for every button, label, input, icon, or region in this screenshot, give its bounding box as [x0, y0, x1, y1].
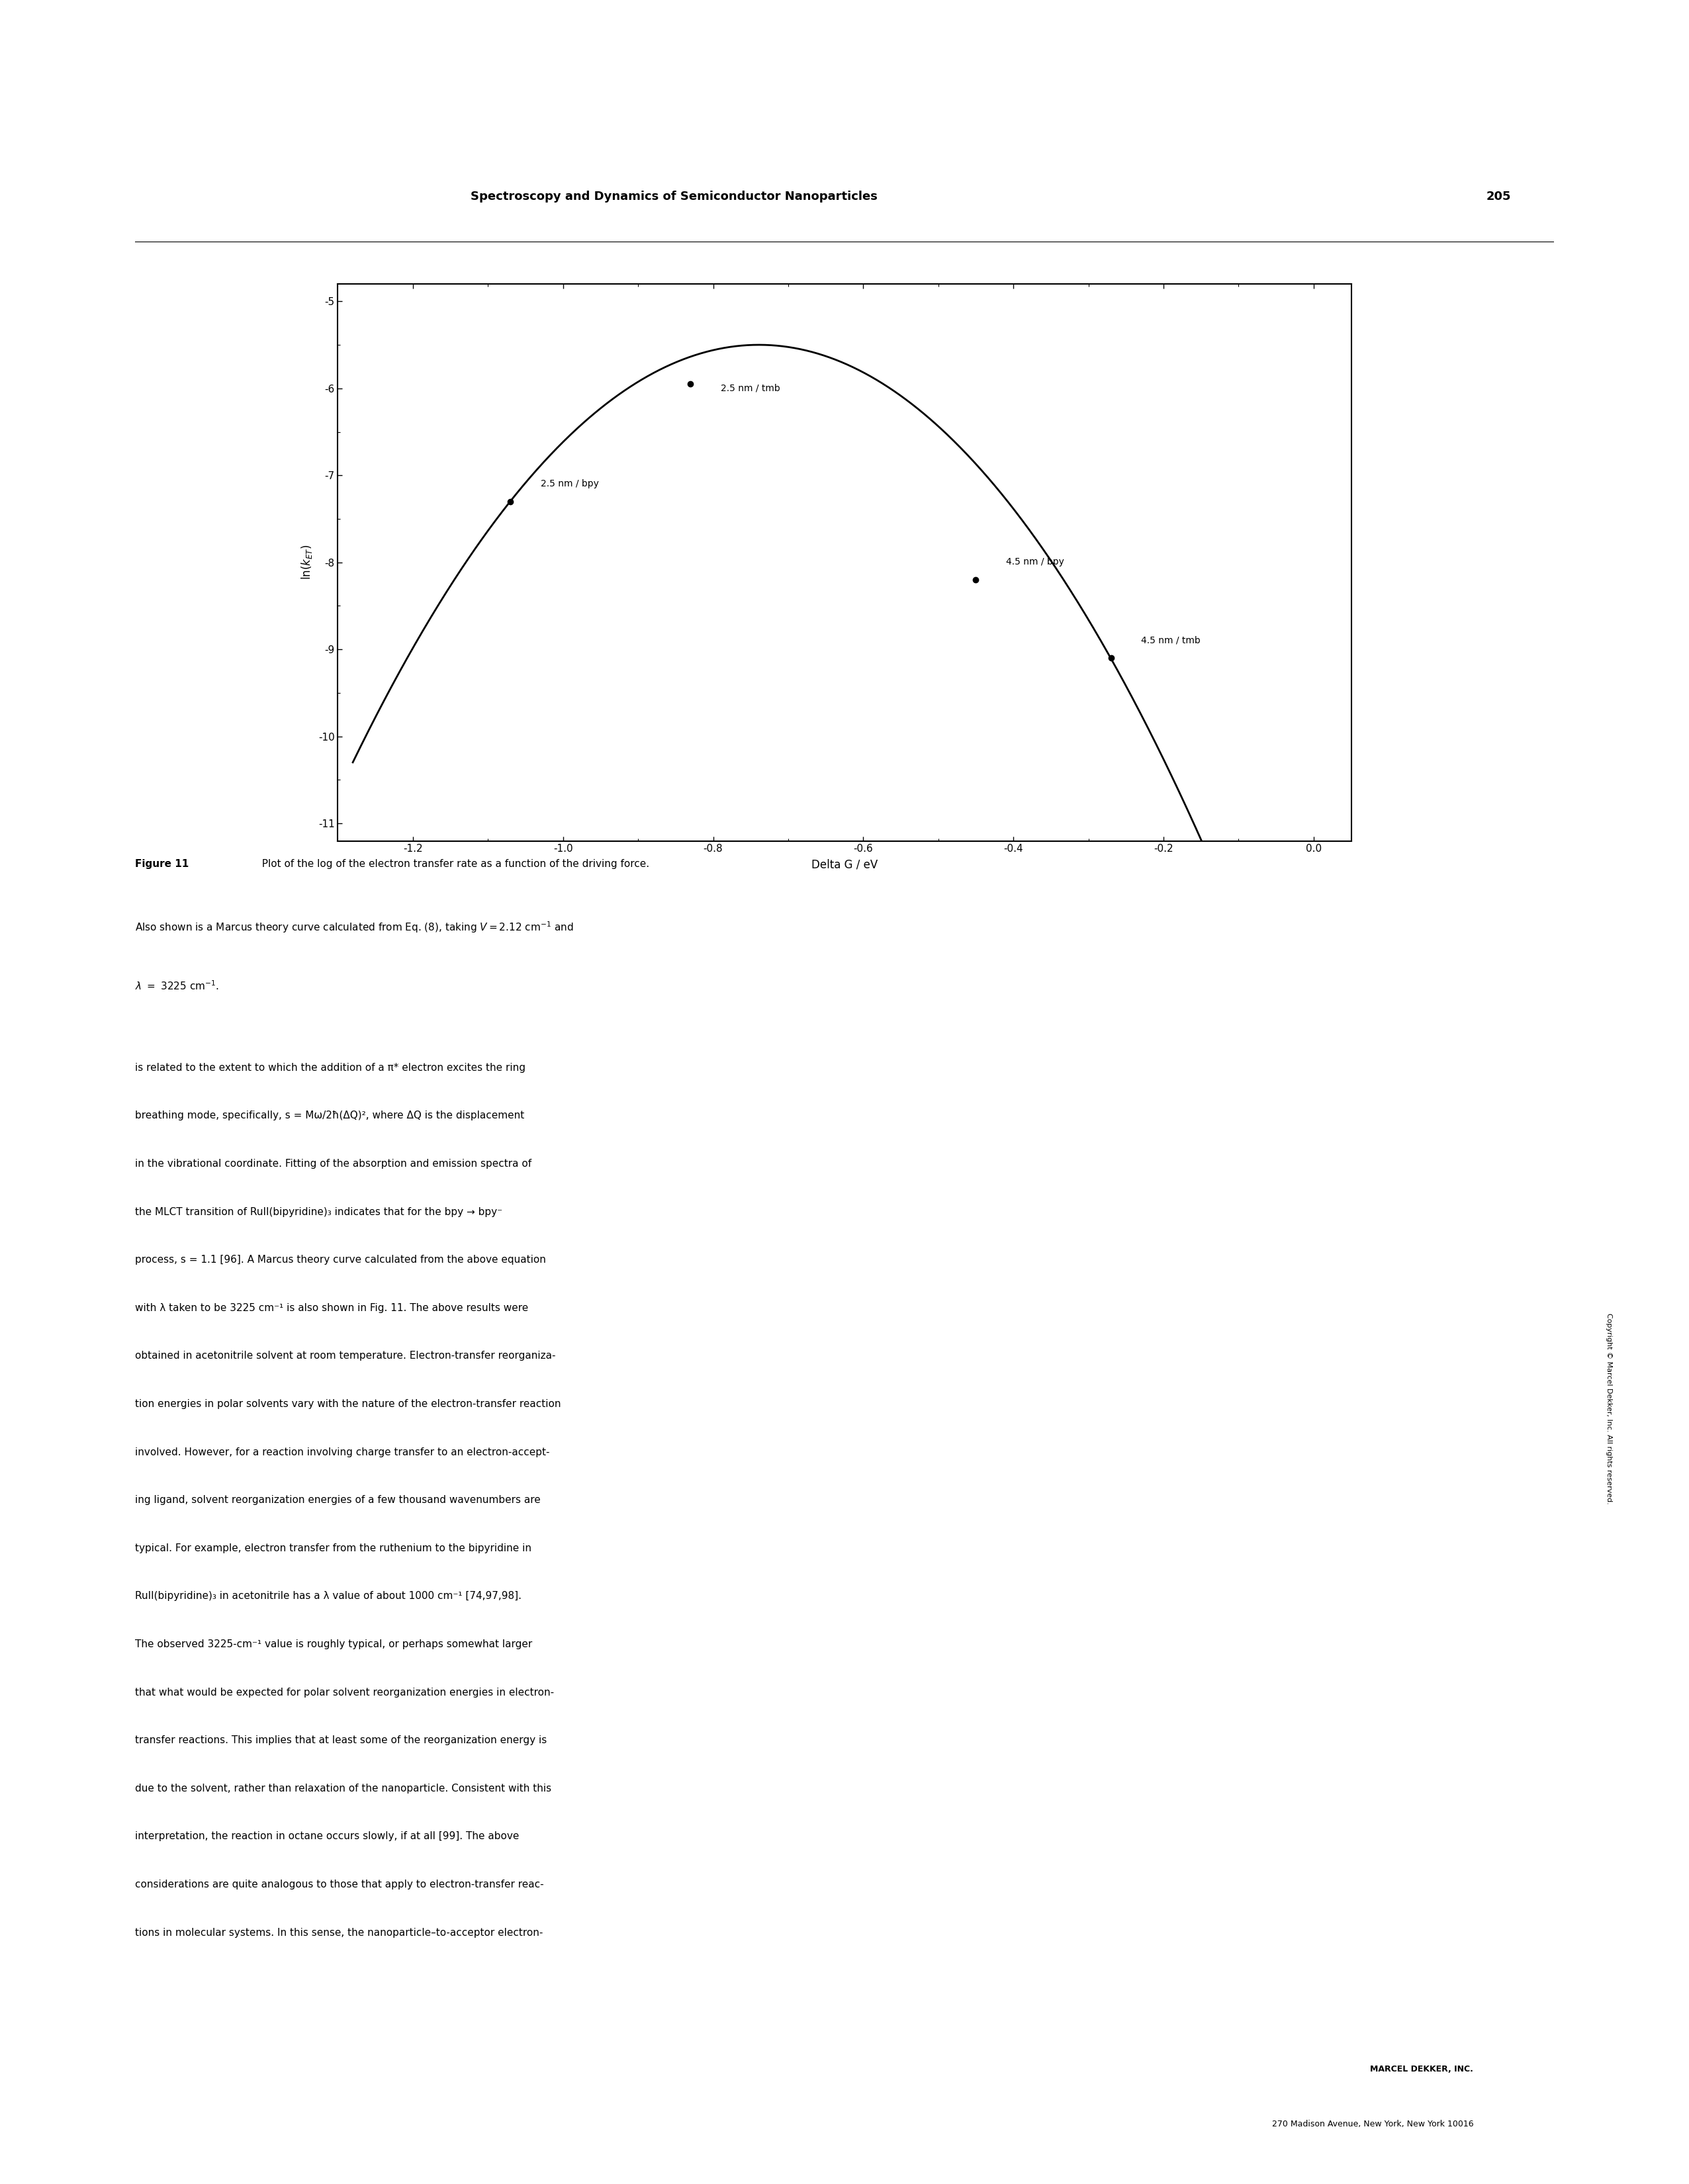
Text: ing ligand, solvent reorganization energies of a few thousand wavenumbers are: ing ligand, solvent reorganization energ… [135, 1496, 540, 1505]
X-axis label: Delta G / eV: Delta G / eV [811, 858, 878, 871]
Text: involved. However, for a reaction involving charge transfer to an electron-accep: involved. However, for a reaction involv… [135, 1448, 549, 1457]
Text: typical. For example, electron transfer from the ruthenium to the bipyridine in: typical. For example, electron transfer … [135, 1544, 532, 1553]
Text: breathing mode, specifically, s = Mω/2ħ(ΔQ)², where ΔQ is the displacement: breathing mode, specifically, s = Mω/2ħ(… [135, 1112, 525, 1120]
Text: obtained in acetonitrile solvent at room temperature. Electron-transfer reorgani: obtained in acetonitrile solvent at room… [135, 1352, 556, 1361]
Text: 2.5 nm / tmb: 2.5 nm / tmb [721, 384, 780, 393]
Text: Copyright © Marcel Dekker, Inc. All rights reserved.: Copyright © Marcel Dekker, Inc. All righ… [1606, 1313, 1611, 1505]
Y-axis label: ln($k_{ET}$): ln($k_{ET}$) [299, 544, 314, 581]
Text: transfer reactions. This implies that at least some of the reorganization energy: transfer reactions. This implies that at… [135, 1736, 547, 1745]
Text: 2.5 nm / bpy: 2.5 nm / bpy [540, 478, 598, 489]
Text: tion energies in polar solvents vary with the nature of the electron-transfer re: tion energies in polar solvents vary wit… [135, 1400, 561, 1409]
Text: is related to the extent to which the addition of a π* electron excites the ring: is related to the extent to which the ad… [135, 1064, 525, 1072]
Text: 270 Madison Avenue, New York, New York 10016: 270 Madison Avenue, New York, New York 1… [1272, 2121, 1473, 2127]
Text: $\lambda\ =\ 3225\ \mathrm{cm}^{-1}$.: $\lambda\ =\ 3225\ \mathrm{cm}^{-1}$. [135, 978, 220, 992]
Text: tions in molecular systems. In this sense, the nanoparticle–to-acceptor electron: tions in molecular systems. In this sens… [135, 1928, 544, 1937]
Text: due to the solvent, rather than relaxation of the nanoparticle. Consistent with : due to the solvent, rather than relaxati… [135, 1784, 552, 1793]
Text: Also shown is a Marcus theory curve calculated from Eq. (8), taking $V = 2.12\ \: Also shown is a Marcus theory curve calc… [135, 919, 574, 935]
Text: Plot of the log of the electron transfer rate as a function of the driving force: Plot of the log of the electron transfer… [255, 858, 650, 869]
Text: Figure 11: Figure 11 [135, 858, 189, 869]
Text: process, s = 1.1 [96]. A Marcus theory curve calculated from the above equation: process, s = 1.1 [96]. A Marcus theory c… [135, 1256, 546, 1265]
Text: considerations are quite analogous to those that apply to electron-transfer reac: considerations are quite analogous to th… [135, 1880, 544, 1889]
Text: RuII(bipyridine)₃ in acetonitrile has a λ value of about 1000 cm⁻¹ [74,97,98].: RuII(bipyridine)₃ in acetonitrile has a … [135, 1592, 522, 1601]
Text: MARCEL DEKKER, INC.: MARCEL DEKKER, INC. [1370, 2066, 1473, 2073]
Text: 4.5 nm / tmb: 4.5 nm / tmb [1142, 636, 1201, 644]
Text: with λ taken to be 3225 cm⁻¹ is also shown in Fig. 11. The above results were: with λ taken to be 3225 cm⁻¹ is also sho… [135, 1304, 529, 1313]
Text: Spectroscopy and Dynamics of Semiconductor Nanoparticles: Spectroscopy and Dynamics of Semiconduct… [471, 190, 878, 203]
Text: 4.5 nm / bpy: 4.5 nm / bpy [1007, 557, 1064, 566]
Text: The observed 3225-cm⁻¹ value is roughly typical, or perhaps somewhat larger: The observed 3225-cm⁻¹ value is roughly … [135, 1640, 532, 1649]
Text: interpretation, the reaction in octane occurs slowly, if at all [99]. The above: interpretation, the reaction in octane o… [135, 1832, 519, 1841]
Text: the MLCT transition of RuII(bipyridine)₃ indicates that for the bpy → bpy⁻: the MLCT transition of RuII(bipyridine)₃… [135, 1208, 503, 1216]
Text: in the vibrational coordinate. Fitting of the absorption and emission spectra of: in the vibrational coordinate. Fitting o… [135, 1160, 532, 1168]
Text: 205: 205 [1486, 190, 1512, 203]
Text: that what would be expected for polar solvent reorganization energies in electro: that what would be expected for polar so… [135, 1688, 554, 1697]
